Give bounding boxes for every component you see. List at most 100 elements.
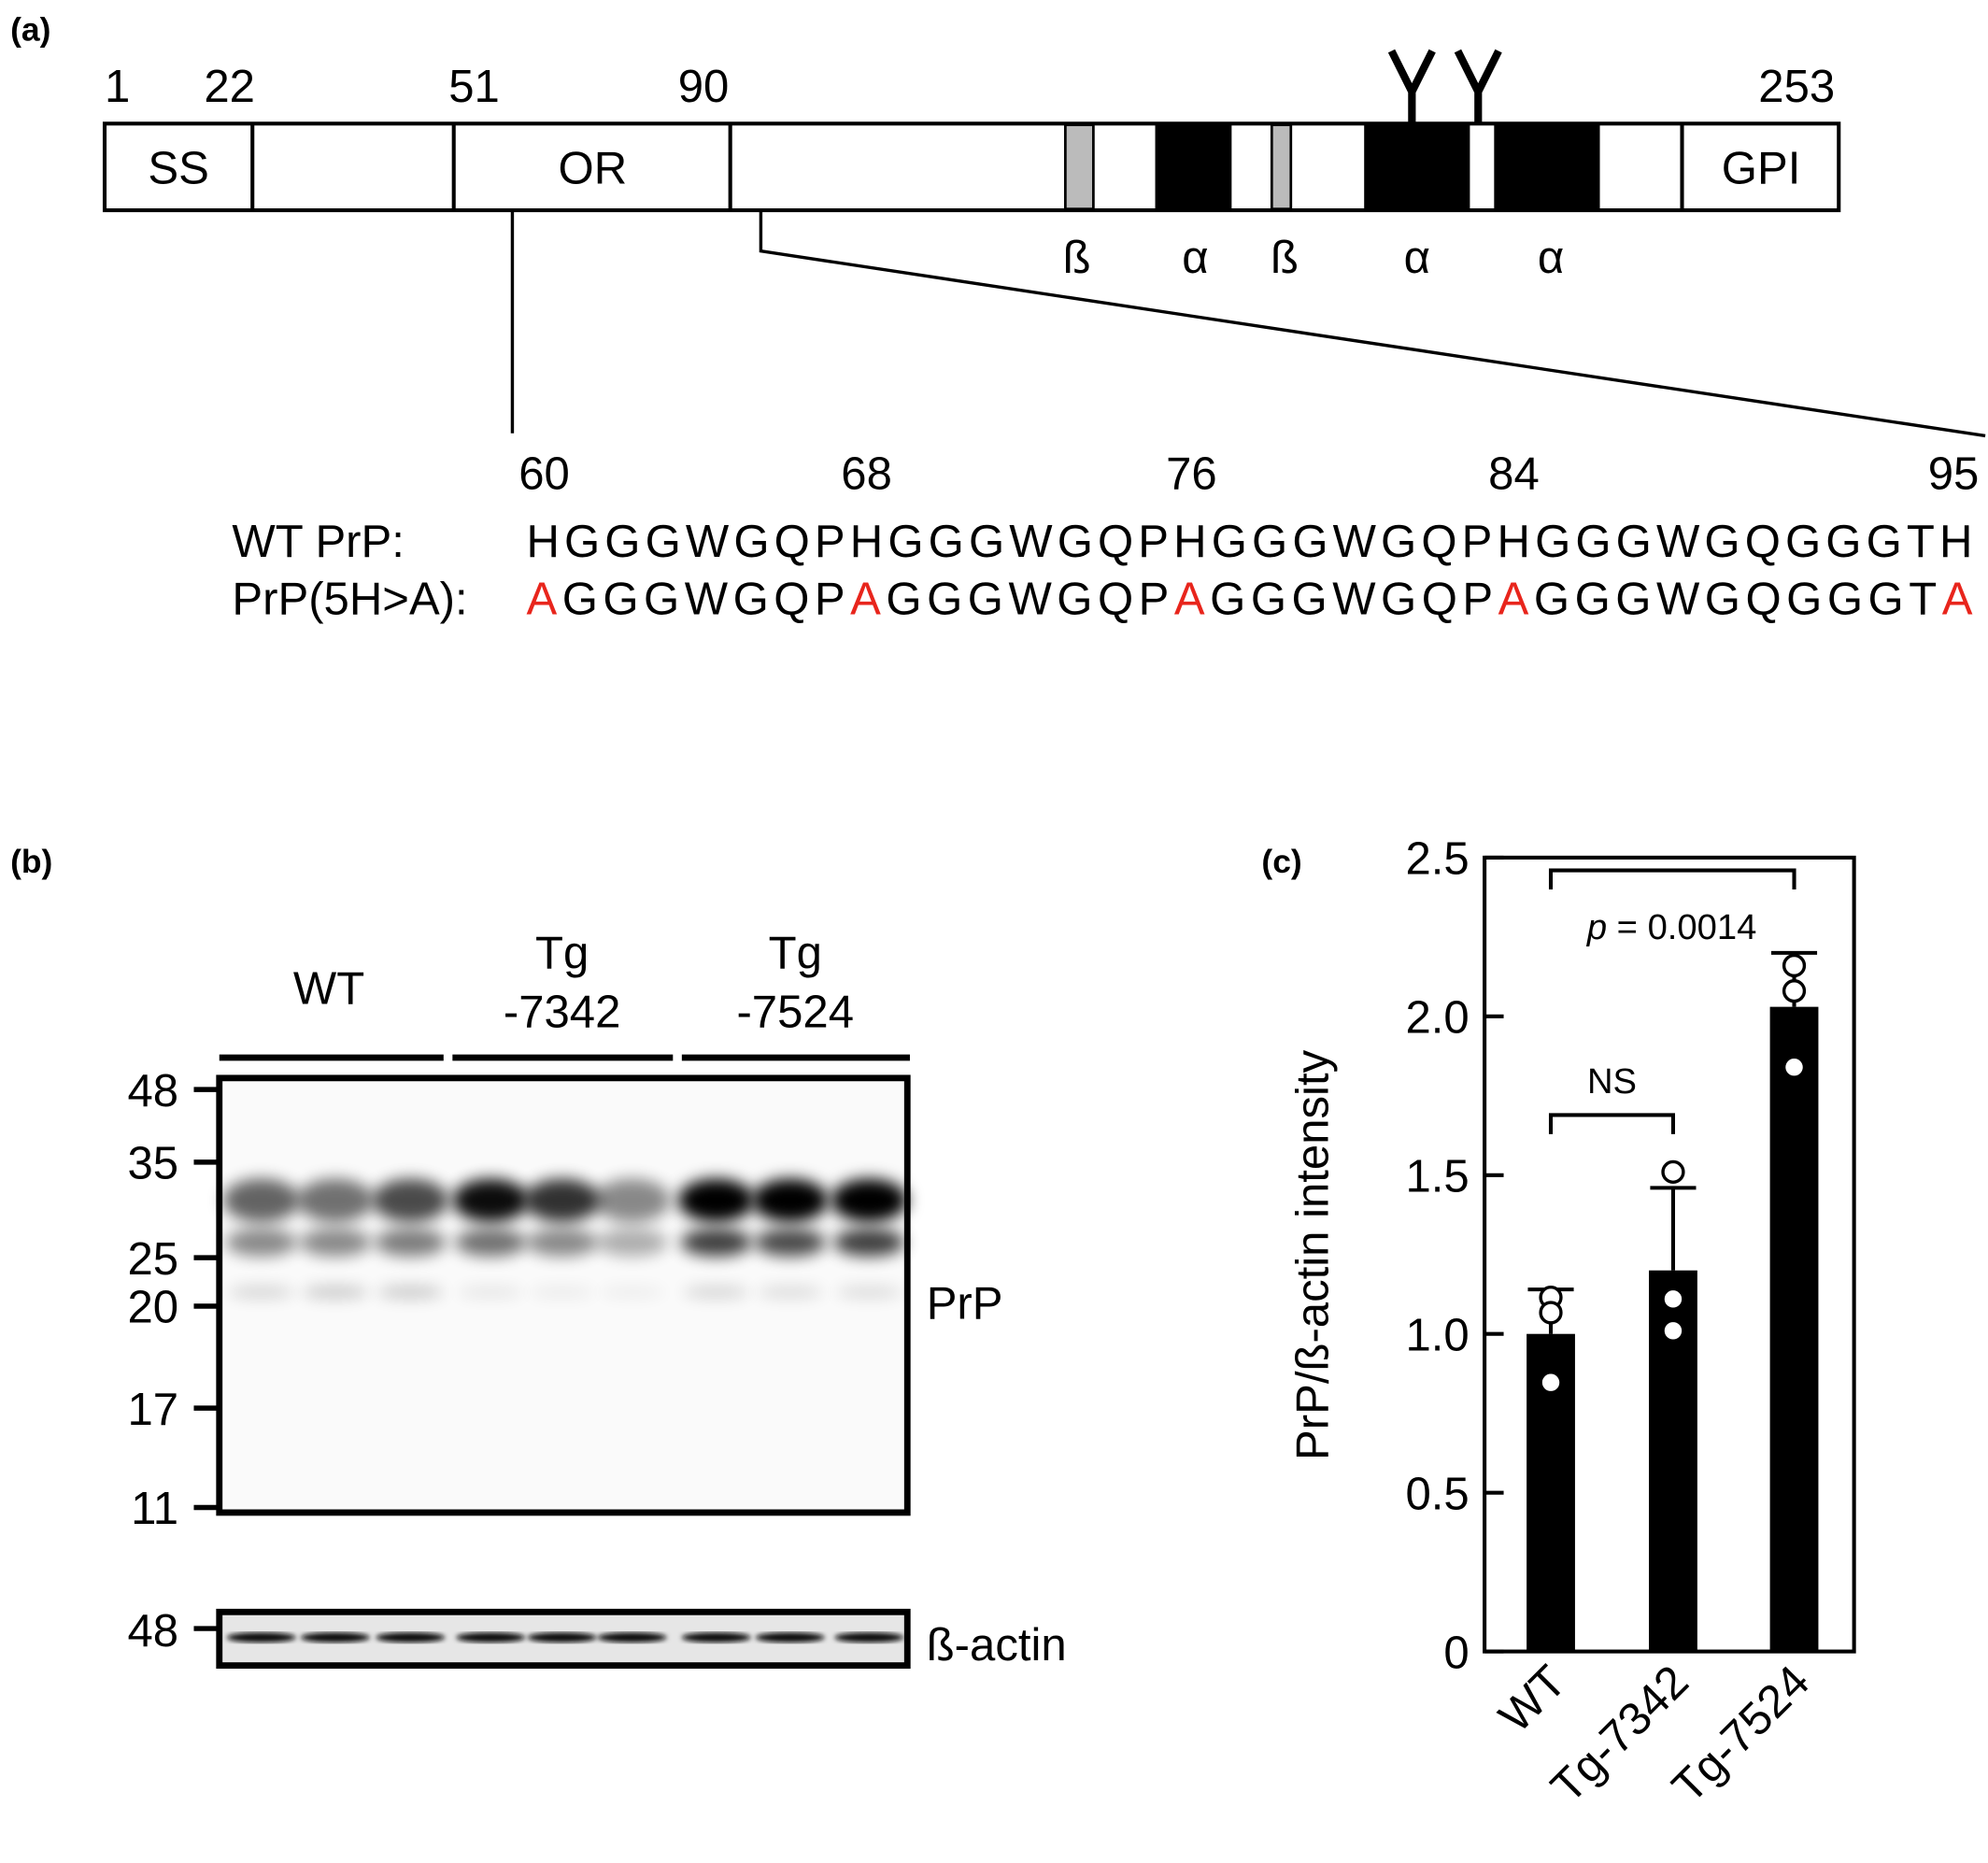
- band: [375, 1228, 447, 1257]
- position-label: 22: [204, 62, 255, 112]
- sequence-position: 84: [1488, 449, 1540, 500]
- sequence-segment: A: [526, 574, 557, 624]
- group-label: -7524: [736, 987, 854, 1037]
- y-tick-label: 1.0: [1405, 1310, 1469, 1360]
- domain-label: GPI: [1722, 143, 1801, 193]
- actin-band: [301, 1632, 370, 1643]
- sequence-position: 68: [841, 449, 892, 500]
- band: [677, 1178, 755, 1222]
- sequence-segment: GGGWGQP: [886, 574, 1169, 624]
- marker-label: 48: [128, 1606, 179, 1657]
- bands: [222, 1178, 908, 1299]
- band: [376, 1286, 444, 1299]
- band: [599, 1286, 666, 1299]
- y-tick-label: 0.5: [1405, 1469, 1469, 1519]
- panel-label: (a): [10, 11, 50, 49]
- structure-label: α: [1538, 233, 1564, 283]
- structure-label: α: [1182, 233, 1208, 283]
- mutant-sequence: A GGGWGQP A GGGWGQP A GGGWGQP A GGGWGQGGGT A: [526, 574, 1972, 624]
- group-label: Tg: [769, 929, 822, 979]
- band: [299, 1228, 372, 1257]
- actin-band: [226, 1632, 296, 1643]
- group-label: -7342: [504, 987, 621, 1037]
- group-label: Tg: [535, 929, 589, 979]
- data-point: [1661, 1287, 1685, 1311]
- glycosylation-sites: [1387, 49, 1502, 124]
- band: [593, 1178, 671, 1222]
- actin-band: [597, 1632, 667, 1643]
- protein-bar: [102, 121, 1841, 213]
- marker-label: 11: [131, 1484, 178, 1534]
- zoom-lines: [510, 210, 1986, 438]
- y-tick-label: 1.5: [1405, 1152, 1469, 1202]
- band: [680, 1228, 752, 1257]
- domain-label: OR: [559, 143, 628, 193]
- position-label: 253: [1758, 62, 1835, 112]
- band: [754, 1228, 826, 1257]
- blot-frame: [216, 1074, 911, 1516]
- y-tick-label: 2.5: [1405, 834, 1469, 885]
- marker-label: 48: [128, 1066, 179, 1116]
- annotation: NS: [1587, 1061, 1637, 1102]
- band: [757, 1286, 824, 1299]
- group-label: WT: [293, 964, 364, 1015]
- actin-band: [456, 1632, 526, 1643]
- band: [526, 1228, 598, 1257]
- data-point: [1782, 1055, 1807, 1079]
- sequence-segment: A: [1942, 574, 1973, 624]
- position-label: 90: [678, 62, 730, 112]
- bar: [1769, 1006, 1819, 1652]
- band: [452, 1178, 530, 1222]
- sequence-segment: GGGWGQP: [1210, 574, 1493, 624]
- domain-label: SS: [148, 143, 208, 193]
- data-point: [1539, 1301, 1563, 1325]
- band: [222, 1178, 300, 1222]
- panel-label: (c): [1261, 843, 1301, 880]
- sequence-position: 76: [1166, 449, 1217, 500]
- actin-band: [376, 1632, 446, 1643]
- band: [372, 1178, 449, 1222]
- band: [296, 1178, 374, 1222]
- structure-label: ß: [1271, 233, 1299, 283]
- band: [831, 1178, 908, 1222]
- data-point: [1661, 1159, 1685, 1184]
- band: [833, 1228, 905, 1257]
- band: [455, 1228, 527, 1257]
- data-point: [1661, 1318, 1685, 1343]
- sequence-position: 95: [1928, 449, 1980, 500]
- sequence-segment: A: [1498, 574, 1529, 624]
- y-tick-label: 2.0: [1405, 993, 1469, 1044]
- panel-label: (b): [10, 843, 52, 880]
- band: [302, 1286, 369, 1299]
- actin-band: [755, 1632, 825, 1643]
- actin-label: ß-actin: [927, 1620, 1067, 1671]
- band: [683, 1286, 750, 1299]
- structure-label: ß: [1063, 233, 1091, 283]
- actin-band: [834, 1632, 904, 1643]
- band: [523, 1178, 601, 1222]
- actin-band: [681, 1632, 751, 1643]
- band: [457, 1286, 524, 1299]
- sequence-segment: A: [850, 574, 881, 624]
- band: [225, 1228, 297, 1257]
- actin-bands: [226, 1632, 904, 1643]
- data-point: [1539, 1371, 1563, 1395]
- sequence-segment: A: [1174, 574, 1205, 624]
- bracket: [1548, 1113, 1675, 1134]
- y-tick-label: 0: [1443, 1628, 1469, 1678]
- band: [529, 1286, 596, 1299]
- band: [835, 1286, 902, 1299]
- marker-label: 35: [128, 1139, 179, 1189]
- position-label: 51: [448, 62, 500, 112]
- mutant-label: PrP(5H>A):: [232, 574, 467, 624]
- x-tick-label: Tg-7524: [1663, 1657, 1819, 1813]
- annotation-text: = 0.0014: [1617, 907, 1757, 947]
- bracket: [1548, 868, 1796, 889]
- position-label: 1: [105, 62, 130, 112]
- sequence-position: 60: [518, 449, 570, 500]
- annotation: p = 0.0014: [1586, 907, 1757, 947]
- band: [228, 1286, 295, 1299]
- data-point: [1782, 953, 1807, 978]
